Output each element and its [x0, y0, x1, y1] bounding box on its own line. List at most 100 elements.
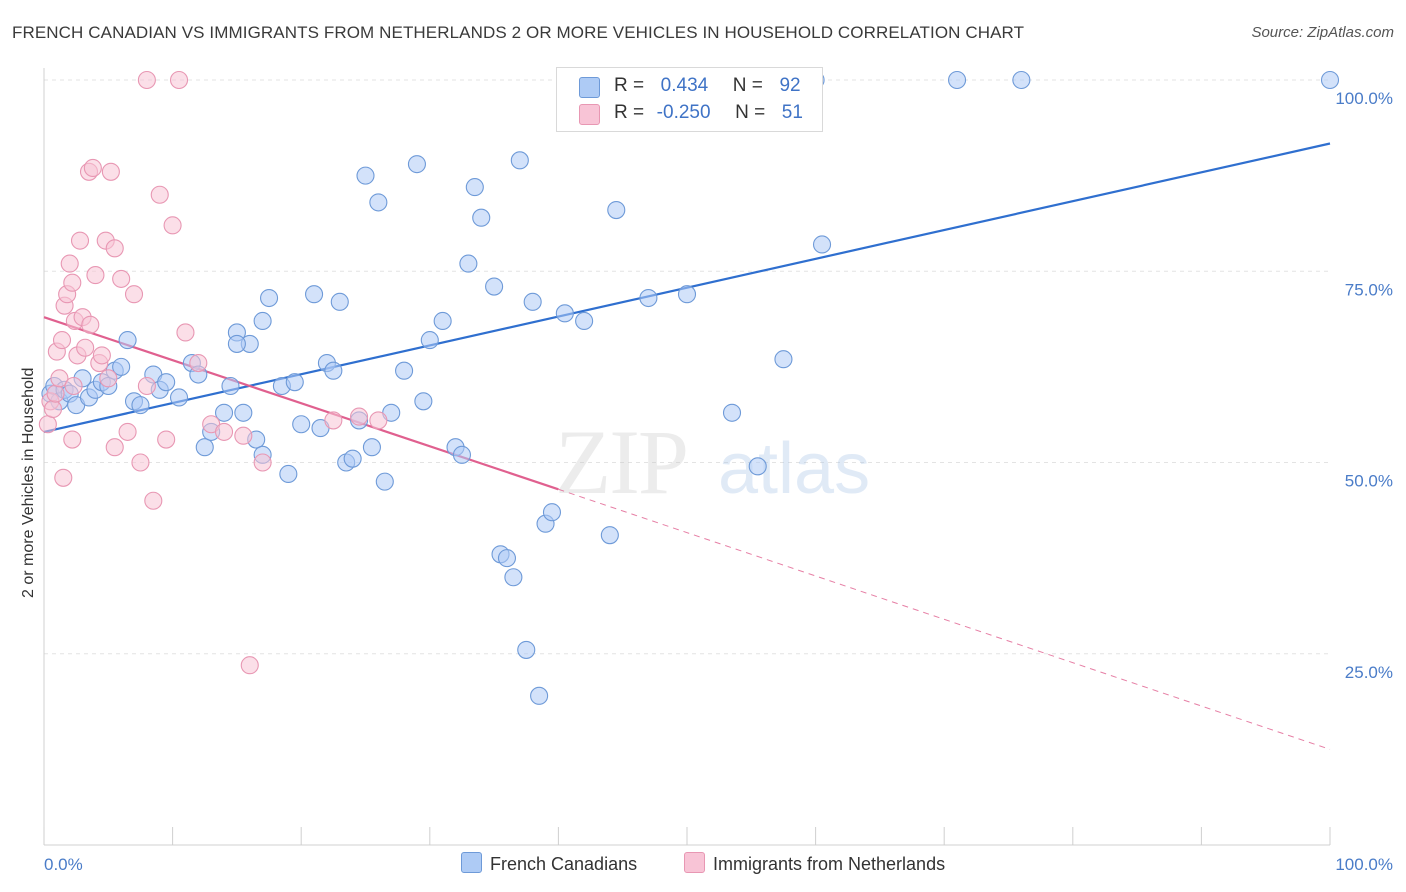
- legend-r-value: 0.434: [660, 75, 709, 96]
- legend-n-value: 92: [779, 75, 801, 96]
- point-french-canadians: [343, 449, 362, 468]
- point-netherlands: [86, 266, 105, 285]
- legend-r-value: -0.250: [656, 102, 711, 123]
- point-french-canadians: [112, 357, 131, 376]
- legend-n-label: N =: [735, 102, 766, 123]
- point-netherlands: [101, 162, 120, 181]
- axes: 25.0% 50.0% 75.0% 100.0% 0.0% 100.0%: [43, 68, 1393, 874]
- point-netherlands: [157, 430, 176, 449]
- point-french-canadians: [214, 403, 234, 422]
- point-netherlands: [240, 656, 259, 675]
- point-french-canadians: [407, 155, 426, 174]
- point-french-canadians: [452, 445, 472, 464]
- point-netherlands: [176, 323, 195, 342]
- bottom-legend-label: French Canadians: [490, 854, 638, 874]
- point-french-canadians: [575, 311, 594, 331]
- point-netherlands: [99, 369, 118, 388]
- x-tick-label: 0.0%: [44, 855, 83, 874]
- point-netherlands: [81, 315, 100, 334]
- point-netherlands: [234, 426, 253, 445]
- point-netherlands: [150, 185, 169, 204]
- watermark: ZIP atlas: [555, 411, 870, 513]
- correlation-legend: R = 0.434 N = 92 R = -0.250 N = 51: [556, 67, 823, 132]
- bottom-legend-french-canadians: French Canadians: [461, 852, 637, 875]
- point-netherlands: [137, 376, 156, 396]
- chart-title: FRENCH CANADIAN VS IMMIGRANTS FROM NETHE…: [12, 23, 1025, 42]
- bottom-legend-swatch-blue: [461, 852, 482, 873]
- point-netherlands: [105, 239, 124, 258]
- point-french-canadians: [414, 392, 433, 411]
- y-axis-label: 2 or more Vehicles in Household: [20, 368, 37, 598]
- point-french-canadians: [459, 254, 478, 273]
- legend-swatch-blue: [579, 77, 600, 98]
- point-netherlands: [76, 338, 95, 357]
- point-french-canadians: [485, 277, 504, 296]
- point-french-canadians: [504, 568, 523, 587]
- point-french-canadians: [812, 235, 832, 254]
- point-french-canadians: [195, 438, 214, 457]
- point-french-canadians: [433, 311, 452, 331]
- point-netherlands: [214, 422, 234, 441]
- bottom-legend-label: Immigrants from Netherlands: [713, 854, 946, 874]
- point-netherlands: [63, 273, 82, 292]
- point-french-canadians: [748, 457, 767, 476]
- legend-n-value: 51: [781, 102, 803, 123]
- data-points: [38, 70, 1340, 705]
- trend-extension-netherlands: [558, 488, 1331, 750]
- point-netherlands: [60, 254, 79, 273]
- legend-r-label: R =: [614, 102, 645, 123]
- point-french-canadians: [118, 331, 137, 350]
- point-netherlands: [64, 376, 83, 396]
- point-netherlands: [189, 353, 208, 373]
- point-french-canadians: [362, 438, 381, 457]
- point-netherlands: [92, 346, 111, 365]
- point-french-canadians: [169, 388, 189, 407]
- point-french-canadians: [497, 549, 517, 568]
- point-french-canadians: [279, 464, 298, 484]
- point-french-canadians: [607, 201, 626, 220]
- point-netherlands: [38, 415, 57, 434]
- watermark-atlas: atlas: [718, 429, 870, 509]
- point-netherlands: [63, 430, 82, 449]
- point-netherlands: [369, 411, 388, 430]
- point-netherlands: [169, 70, 189, 90]
- point-netherlands: [54, 468, 73, 487]
- point-french-canadians: [330, 292, 349, 311]
- point-netherlands: [131, 453, 150, 472]
- point-french-canadians: [510, 151, 529, 170]
- point-french-canadians: [1320, 70, 1340, 90]
- point-french-canadians: [517, 640, 536, 659]
- point-french-canadians: [722, 403, 742, 422]
- point-french-canadians: [259, 288, 279, 308]
- point-french-canadians: [542, 503, 562, 522]
- point-french-canadians: [375, 472, 394, 491]
- point-netherlands: [50, 369, 69, 388]
- bottom-legend-swatch-pink: [684, 852, 705, 873]
- point-french-canadians: [253, 311, 272, 331]
- point-french-canadians: [131, 396, 150, 415]
- point-netherlands: [253, 453, 272, 472]
- point-french-canadians: [600, 526, 619, 545]
- source-label: Source: ZipAtlas.com: [1251, 24, 1394, 41]
- point-french-canadians: [305, 285, 324, 304]
- point-french-canadians: [234, 403, 253, 422]
- point-netherlands: [324, 411, 343, 430]
- point-netherlands: [350, 407, 369, 426]
- point-netherlands: [105, 438, 124, 457]
- point-french-canadians: [948, 70, 967, 90]
- point-french-canadians: [555, 304, 574, 323]
- legend-n-label: N =: [732, 75, 763, 96]
- point-netherlands: [144, 491, 163, 510]
- point-french-canadians: [227, 334, 246, 353]
- point-french-canadians: [677, 285, 697, 304]
- point-french-canadians: [221, 376, 240, 396]
- point-french-canadians: [157, 373, 176, 392]
- point-french-canadians: [639, 288, 658, 308]
- point-french-canadians: [369, 193, 388, 212]
- y-tick-label: 100.0%: [1335, 89, 1393, 108]
- y-tick-label: 75.0%: [1345, 280, 1393, 299]
- point-french-canadians: [420, 331, 439, 350]
- point-netherlands: [124, 285, 144, 304]
- point-netherlands: [118, 422, 137, 441]
